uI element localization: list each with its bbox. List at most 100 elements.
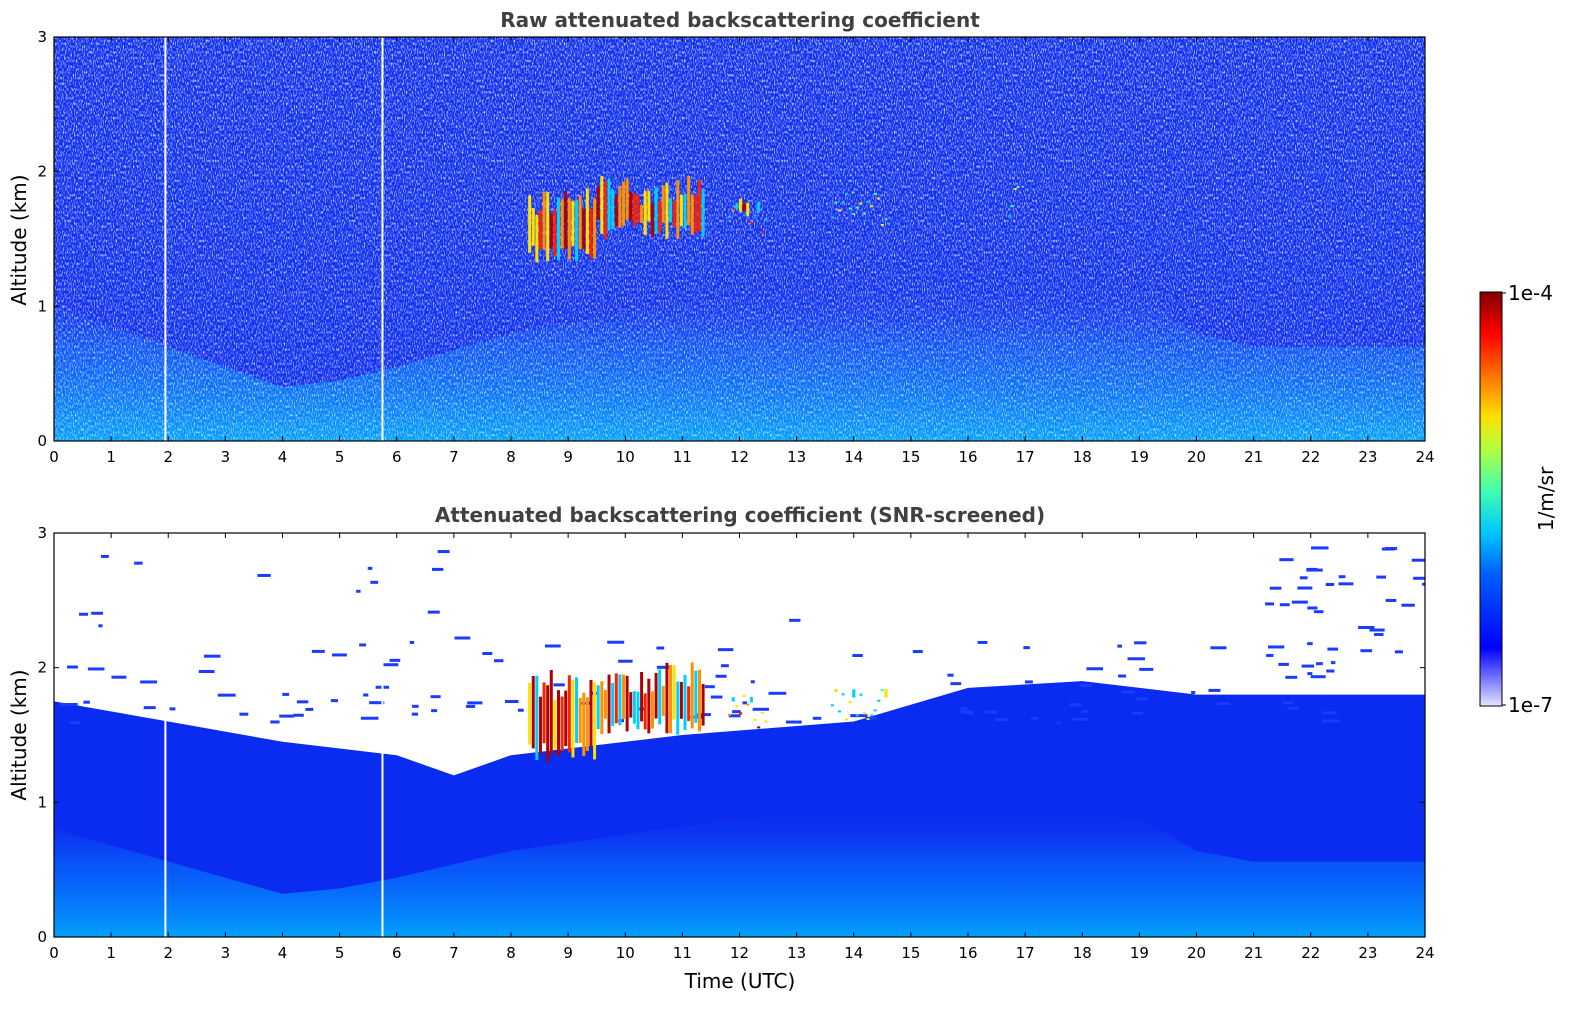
cloud-pixel [593,198,597,259]
x-tick-label: 0 [49,944,59,962]
cloud-pixel [629,692,633,718]
cloud-pixel [735,203,739,210]
x-tick-label: 6 [392,944,402,962]
valid-pixel [100,554,109,558]
valid-pixel [382,663,399,667]
cloud-pixel [742,694,746,697]
valid-pixel [203,654,221,658]
cloud-pixel [731,209,735,212]
cloud-pixel [528,682,532,745]
cloud-pixel [834,201,838,204]
cloud-pixel [596,186,600,220]
cloud-pixel [614,195,618,227]
x-tick-label: 13 [787,944,806,962]
cloud-pixel [746,202,750,217]
cloud-pixel [546,192,550,262]
valid-pixel [98,624,103,628]
cloud-pixel [694,194,698,233]
valid-pixel [1299,576,1308,580]
valid-pixel [1217,702,1231,706]
cloud-pixel [834,688,838,693]
valid-pixel [1321,711,1336,715]
valid-pixel [977,640,988,644]
valid-pixel [1069,703,1082,707]
valid-pixel [1282,701,1294,705]
x-tick-label: 5 [335,944,345,962]
cloud-pixel [622,181,626,226]
valid-pixel [330,699,338,703]
cloud-pixel [753,214,757,217]
valid-pixel [1307,606,1318,610]
cloud-pixel [701,683,705,726]
valid-pixel [87,667,105,671]
valid-pixel [1401,603,1415,607]
x-tick-label: 8 [506,448,516,466]
cloud-pixel [870,205,874,208]
x-tick-label: 11 [673,448,692,466]
x-tick-label: 7 [449,448,459,466]
valid-pixel [1326,669,1335,673]
valid-pixel [852,654,863,658]
cloud-pixel [749,696,753,703]
valid-pixel [812,716,822,720]
cloud-pixel [607,179,611,231]
valid-pixel [1265,602,1275,606]
y-tick-label: 2 [37,163,47,181]
cloud-pixel [757,726,761,729]
cloud-pixel [728,713,732,716]
cloud-pixel [690,194,694,235]
colorbar: 1e-4 1e-7 1/m/sr [1479,281,1558,717]
cloud-pixel [611,189,615,230]
plot-frame [53,36,1426,442]
x-tick-label: 12 [730,944,749,962]
cloud-pixel [665,182,669,239]
cloud-pixel [855,714,859,717]
valid-pixel [1269,586,1282,590]
valid-pixel [544,644,561,648]
x-tick-label: 13 [787,448,806,466]
valid-pixel [1376,575,1387,579]
valid-pixel [359,643,367,647]
valid-pixel [239,712,249,716]
cloud-pixel [694,670,698,723]
valid-pixel [296,700,309,704]
cloud-pixel [575,199,579,262]
valid-pixel [704,685,715,689]
x-tick-label: 16 [958,448,977,466]
valid-pixel [1056,721,1061,725]
valid-pixel [1139,667,1154,671]
valid-pixel [140,680,158,684]
cloud-pixel [838,209,842,212]
y-tick-label: 0 [37,928,47,946]
x-tick-label: 23 [1358,448,1377,466]
valid-pixel [721,664,729,668]
valid-pixel [411,712,419,716]
valid-pixel [959,707,968,711]
valid-pixel [752,707,769,711]
valid-pixel [257,573,271,577]
cloud-pixel [749,222,753,225]
cloud-pixel [647,190,651,222]
x-tick-label: 10 [616,944,635,962]
valid-pixel [1127,657,1145,661]
valid-pixel [994,717,1008,721]
noise-overlay [54,37,1425,441]
valid-pixel [369,701,385,705]
cloud-pixel [535,675,539,761]
cloud-pixel [679,194,683,226]
cloud-pixel [553,700,557,750]
valid-pixel [984,710,998,714]
valid-pixel [517,708,524,712]
valid-pixel [1338,582,1354,586]
valid-pixel [947,673,954,677]
plot-frame [53,532,1426,938]
valid-pixel [1279,558,1294,562]
valid-pixel [83,700,90,704]
valid-pixel [1081,709,1089,713]
x-tick-label: 0 [49,448,59,466]
cloud-pixel [884,688,888,698]
cloud-pixel [683,674,687,731]
valid-pixel [1381,547,1395,551]
valid-pixel [1301,664,1315,668]
cloud-pixel [650,203,654,238]
